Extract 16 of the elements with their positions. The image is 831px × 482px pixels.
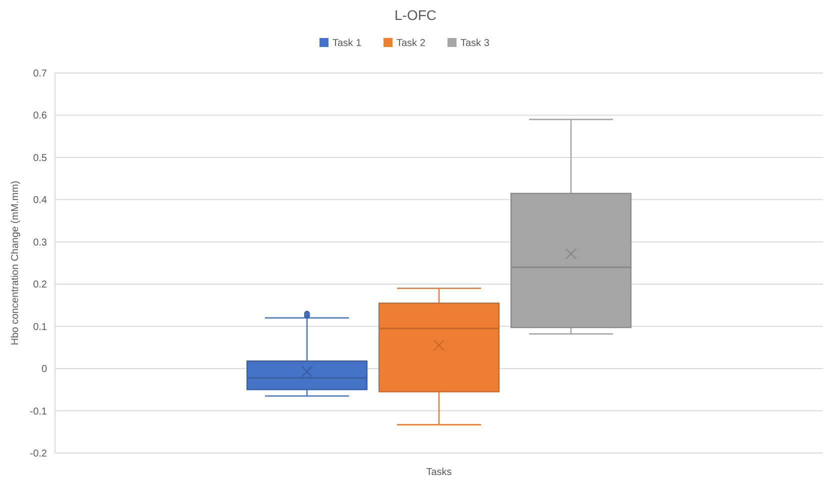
y-tick-label: 0.4 bbox=[33, 195, 48, 206]
y-tick-label: 0.7 bbox=[33, 68, 48, 80]
y-tick-label: 0.3 bbox=[33, 237, 48, 248]
y-tick-label: 0.1 bbox=[33, 322, 48, 333]
y-tick-label: 0 bbox=[41, 364, 48, 376]
y-tick-label: 0.6 bbox=[33, 110, 48, 122]
chart-title: L-OFC bbox=[394, 7, 436, 23]
y-axis-title: Hbo concentration Change (mM.mm) bbox=[10, 180, 21, 346]
y-tick-label: 0.5 bbox=[33, 152, 48, 164]
y-tick-label: -0.2 bbox=[30, 448, 48, 460]
y-tick-label: 0.2 bbox=[33, 280, 48, 291]
legend-label: Task 2 bbox=[396, 38, 426, 49]
y-tick-label: -0.1 bbox=[30, 406, 48, 418]
legend-label: Task 1 bbox=[332, 38, 362, 49]
x-tick-label: Tasks bbox=[426, 467, 452, 478]
legend-label: Task 3 bbox=[460, 38, 490, 49]
